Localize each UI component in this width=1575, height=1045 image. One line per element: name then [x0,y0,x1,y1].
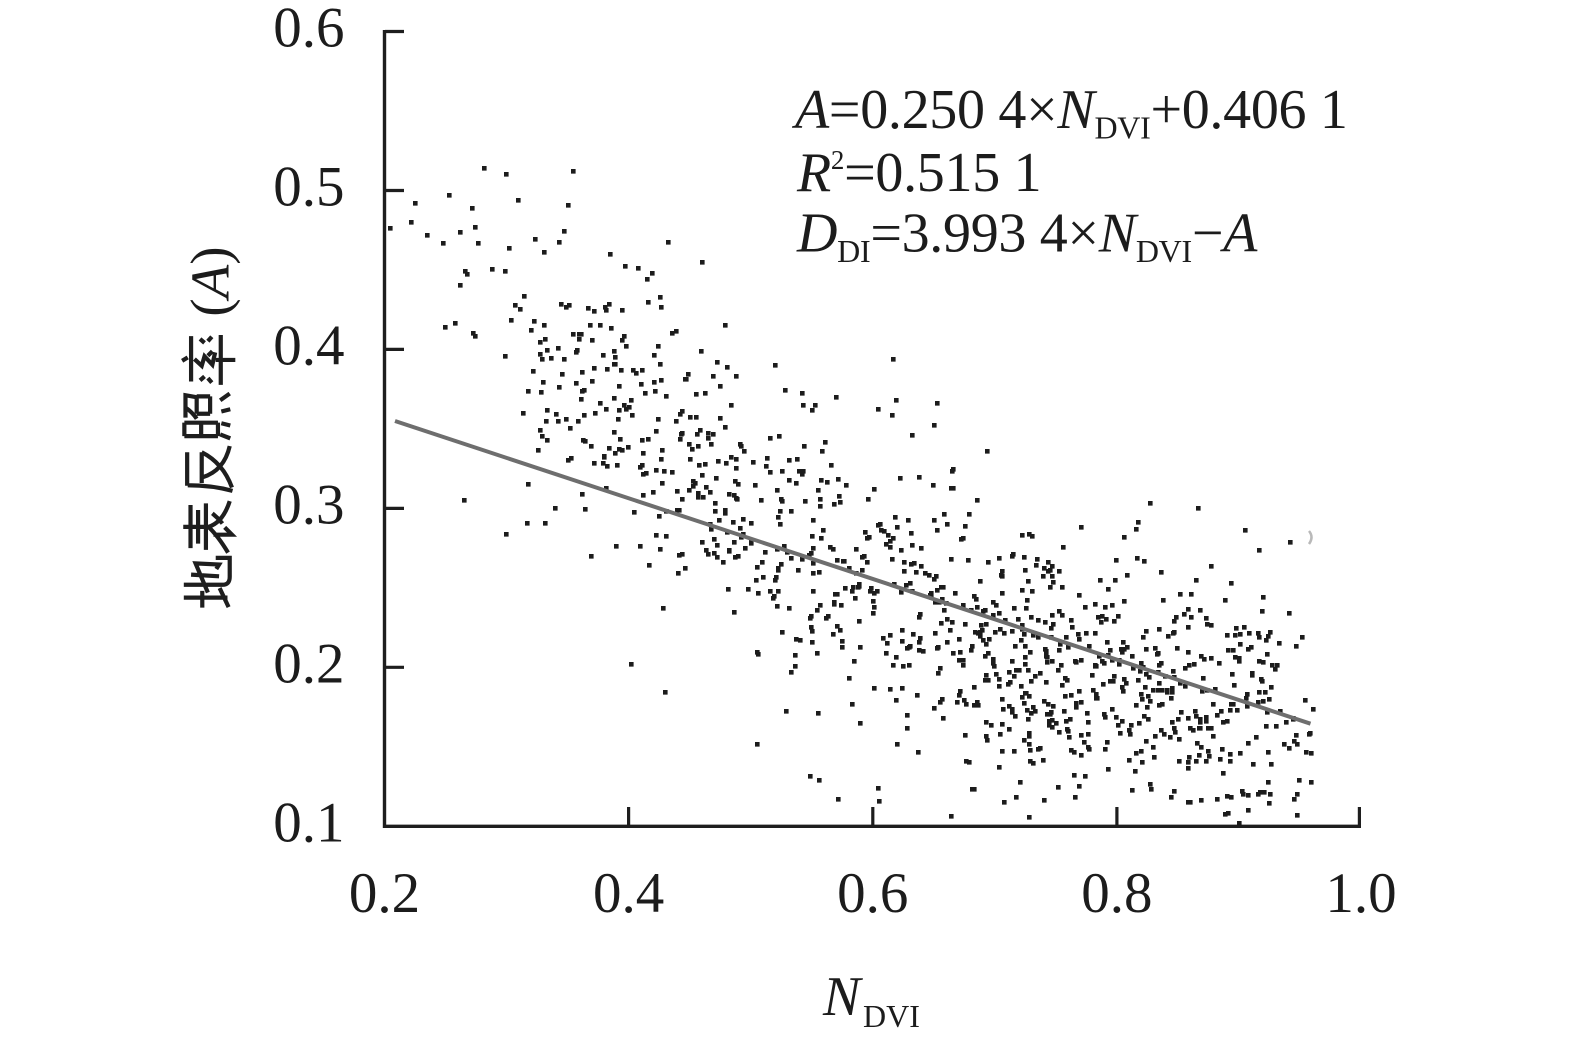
svg-text:0.2: 0.2 [349,862,420,925]
svg-text:DDI=3.993 4×NDVI−A: DDI=3.993 4×NDVI−A [796,203,1258,270]
svg-text:1.0: 1.0 [1325,862,1396,925]
svg-text:N: N [822,966,863,1028]
svg-text:(A): (A) [180,246,241,316]
svg-text:0.3: 0.3 [273,474,344,537]
svg-text:DVI: DVI [863,998,920,1034]
svg-text:0.2: 0.2 [273,633,344,696]
svg-text:0.1: 0.1 [273,792,344,855]
svg-text:0.4: 0.4 [273,315,344,378]
svg-text:0.6: 0.6 [273,0,344,60]
svg-text:A=0.250 4×NDVI+0.406 1: A=0.250 4×NDVI+0.406 1 [791,79,1348,146]
svg-text:0.8: 0.8 [1081,862,1152,925]
svg-text:R2=0.515 1: R2=0.515 1 [796,142,1041,204]
svg-text:0.4: 0.4 [593,862,664,925]
svg-text:0.6: 0.6 [837,862,908,925]
svg-text:0.5: 0.5 [273,156,344,219]
